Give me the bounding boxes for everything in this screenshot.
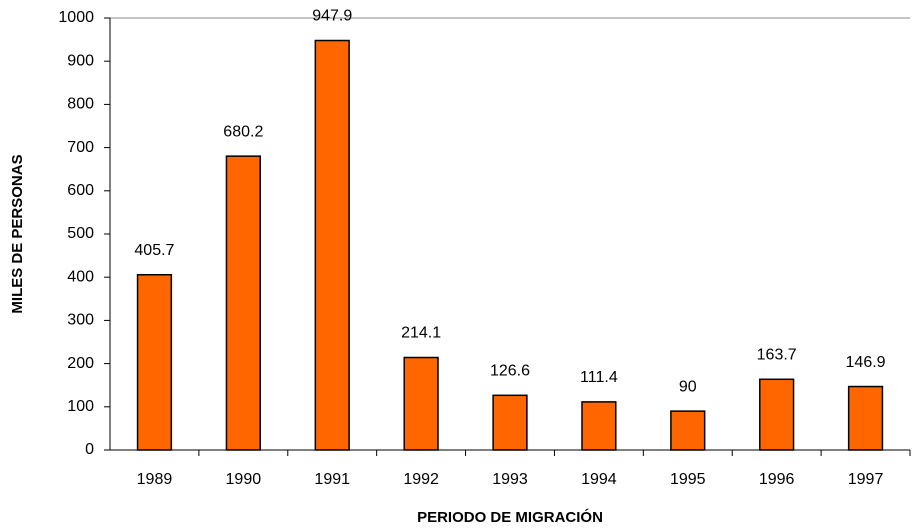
bar [759,378,795,451]
y-tick-label: 900 [67,52,94,69]
bar [314,39,350,451]
y-tick-label: 100 [67,398,94,415]
bar [225,155,261,451]
data-label: 947.9 [312,8,352,25]
data-label: 90 [679,378,697,395]
y-tick-label: 800 [67,96,94,113]
bar [847,385,884,451]
y-tick-label: 500 [67,225,94,242]
bar [403,356,439,451]
x-tick-label: 1995 [670,471,706,488]
x-tick-label: 1989 [137,471,173,488]
x-tick-label: 1990 [226,471,262,488]
data-label: 146.9 [846,354,886,371]
data-label: 126.6 [490,363,530,380]
y-tick-label: 1000 [58,9,94,26]
bar [136,273,173,451]
y-tick-label: 0 [85,441,94,458]
x-tick-label: 1997 [848,471,884,488]
y-tick-label: 600 [67,182,94,199]
data-label: 680.2 [223,123,263,140]
y-tick-label: 400 [67,268,94,285]
data-label: 111.4 [580,369,618,386]
y-axis-title: MILES DE PERSONAS [9,154,26,313]
data-label: 214.1 [401,325,441,342]
x-tick-label: 1993 [492,471,528,488]
y-tick-label: 700 [67,139,94,156]
x-axis-title: PERIODO DE MIGRACIÓN [417,508,603,526]
x-tick-label: 1991 [314,471,350,488]
x-tick-label: 1992 [403,471,439,488]
bar [492,394,528,451]
y-tick-label: 200 [67,355,94,372]
x-tick-label: 1994 [581,471,617,488]
bar [581,401,617,451]
bar [670,410,706,451]
x-tick-label: 1996 [759,471,795,488]
data-label: 163.7 [757,347,797,364]
data-label: 405.7 [134,242,174,259]
y-tick-label: 300 [67,312,94,329]
